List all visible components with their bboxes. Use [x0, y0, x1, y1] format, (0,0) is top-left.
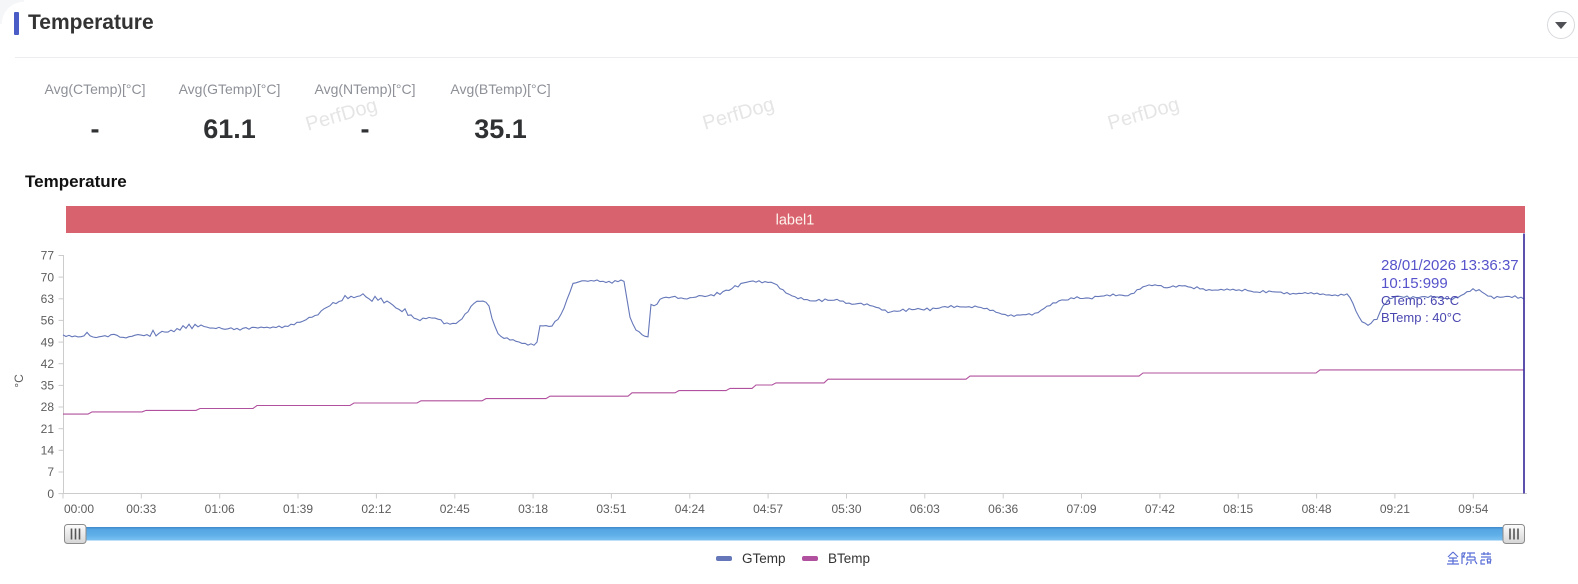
- svg-text:01:06: 01:06: [205, 502, 235, 516]
- svg-text:BTemp: BTemp: [828, 551, 870, 566]
- svg-text:02:12: 02:12: [361, 502, 391, 516]
- svg-text:03:51: 03:51: [596, 502, 626, 516]
- svg-text:10:15:999: 10:15:999: [1381, 275, 1448, 292]
- svg-text:GTemp: GTemp: [742, 551, 786, 566]
- svg-text:07:42: 07:42: [1145, 502, 1175, 516]
- svg-text:77: 77: [41, 249, 55, 263]
- svg-text:04:57: 04:57: [753, 502, 783, 516]
- svg-text:42: 42: [41, 357, 55, 371]
- svg-text:label1: label1: [776, 213, 815, 229]
- svg-text:07:09: 07:09: [1066, 502, 1096, 516]
- svg-text:05:30: 05:30: [831, 502, 861, 516]
- svg-text:56: 56: [41, 314, 55, 328]
- svg-text:49: 49: [41, 335, 55, 349]
- svg-text:28/01/2026 13:36:37: 28/01/2026 13:36:37: [1381, 257, 1519, 274]
- svg-text:63: 63: [41, 292, 55, 306]
- svg-text:02:45: 02:45: [440, 502, 470, 516]
- svg-text:08:48: 08:48: [1302, 502, 1332, 516]
- svg-text:°C: °C: [12, 374, 26, 388]
- svg-text:04:24: 04:24: [675, 502, 705, 516]
- svg-text:28: 28: [41, 400, 55, 414]
- svg-text:70: 70: [41, 270, 55, 284]
- svg-text:14: 14: [41, 444, 55, 458]
- svg-text:21: 21: [41, 422, 55, 436]
- svg-text:03:18: 03:18: [518, 502, 548, 516]
- svg-text:35: 35: [41, 379, 55, 393]
- svg-text:BTemp : 40°C: BTemp : 40°C: [1381, 310, 1461, 325]
- svg-text:7: 7: [47, 465, 54, 479]
- svg-text:01:39: 01:39: [283, 502, 313, 516]
- svg-text:GTemp: 63°C: GTemp: 63°C: [1381, 293, 1459, 308]
- svg-text:08:15: 08:15: [1223, 502, 1253, 516]
- svg-text:00:33: 00:33: [126, 502, 156, 516]
- svg-text:06:03: 06:03: [910, 502, 940, 516]
- svg-text:09:21: 09:21: [1380, 502, 1410, 516]
- svg-text:06:36: 06:36: [988, 502, 1018, 516]
- svg-text:00:00: 00:00: [64, 502, 94, 516]
- svg-text:0: 0: [47, 487, 54, 501]
- svg-text:09:54: 09:54: [1458, 502, 1488, 516]
